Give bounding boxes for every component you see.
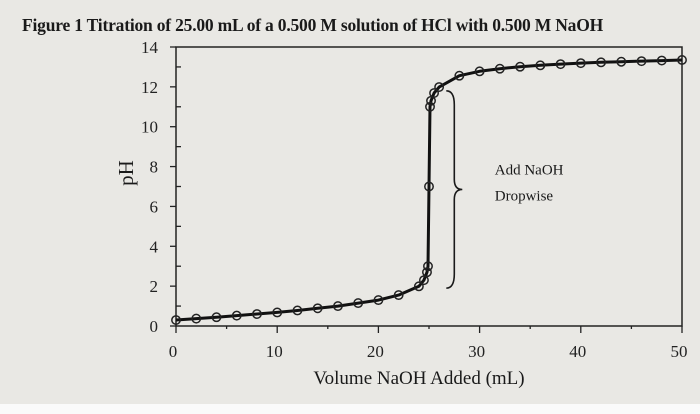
data-point <box>494 63 505 74</box>
page-edge <box>0 404 700 414</box>
data-point <box>656 55 667 66</box>
y-tick-label: 14 <box>141 38 159 57</box>
data-point <box>515 61 526 72</box>
x-tick-label: 0 <box>169 342 178 361</box>
figure-title: Figure 1 Titration of 25.00 mL of a 0.50… <box>22 15 604 35</box>
data-point <box>353 298 364 309</box>
data-point <box>555 59 566 70</box>
data-point <box>424 181 434 192</box>
data-point <box>231 310 242 321</box>
y-tick-label: 12 <box>141 78 158 97</box>
axis-ticks <box>170 46 683 333</box>
data-point <box>434 82 445 93</box>
data-point <box>252 309 262 319</box>
annotation-label: Add NaOH <box>495 163 564 179</box>
y-tick-label: 6 <box>150 197 159 216</box>
data-point <box>292 305 303 316</box>
data-point <box>332 301 343 312</box>
y-axis-label: pH <box>114 160 138 186</box>
titration-curve <box>175 58 683 322</box>
x-tick-label: 10 <box>266 342 283 361</box>
data-point <box>616 56 627 67</box>
data-point <box>636 56 647 67</box>
data-point <box>413 281 424 292</box>
y-tick-label: 8 <box>150 158 159 177</box>
y-tick-label: 4 <box>150 237 159 256</box>
y-tick-label: 10 <box>141 118 158 137</box>
data-point <box>272 307 283 318</box>
data-point <box>422 267 432 278</box>
curly-brace-annotation <box>446 90 463 289</box>
data-point <box>191 313 202 324</box>
data-point <box>312 303 323 314</box>
y-tick-label: 0 <box>150 317 159 336</box>
x-tick-label: 30 <box>468 342 485 361</box>
data-point <box>575 58 586 69</box>
data-point-markers <box>171 55 687 325</box>
data-point <box>429 88 440 98</box>
x-tick-label: 50 <box>671 342 688 361</box>
data-point <box>425 101 435 112</box>
x-tick-label: 40 <box>569 342 586 361</box>
y-tick-label: 2 <box>150 277 159 296</box>
annotation-text: Add NaOH Dropwise <box>495 163 564 205</box>
data-point <box>454 70 465 81</box>
data-point <box>535 60 546 71</box>
x-axis-label: Volume NaOH Added (mL) <box>313 368 524 389</box>
data-point <box>171 315 181 325</box>
data-point <box>423 261 433 272</box>
data-point <box>393 290 404 301</box>
data-point <box>474 66 485 77</box>
x-tick-label: 20 <box>367 342 384 361</box>
data-point <box>211 312 222 323</box>
tick-labels: 0 2 4 6 8 10 12 14 0 10 20 30 40 50 <box>141 38 688 361</box>
annotation-label: Dropwise <box>495 188 554 204</box>
data-point <box>596 57 606 68</box>
data-point <box>677 55 687 65</box>
data-point <box>373 295 384 306</box>
